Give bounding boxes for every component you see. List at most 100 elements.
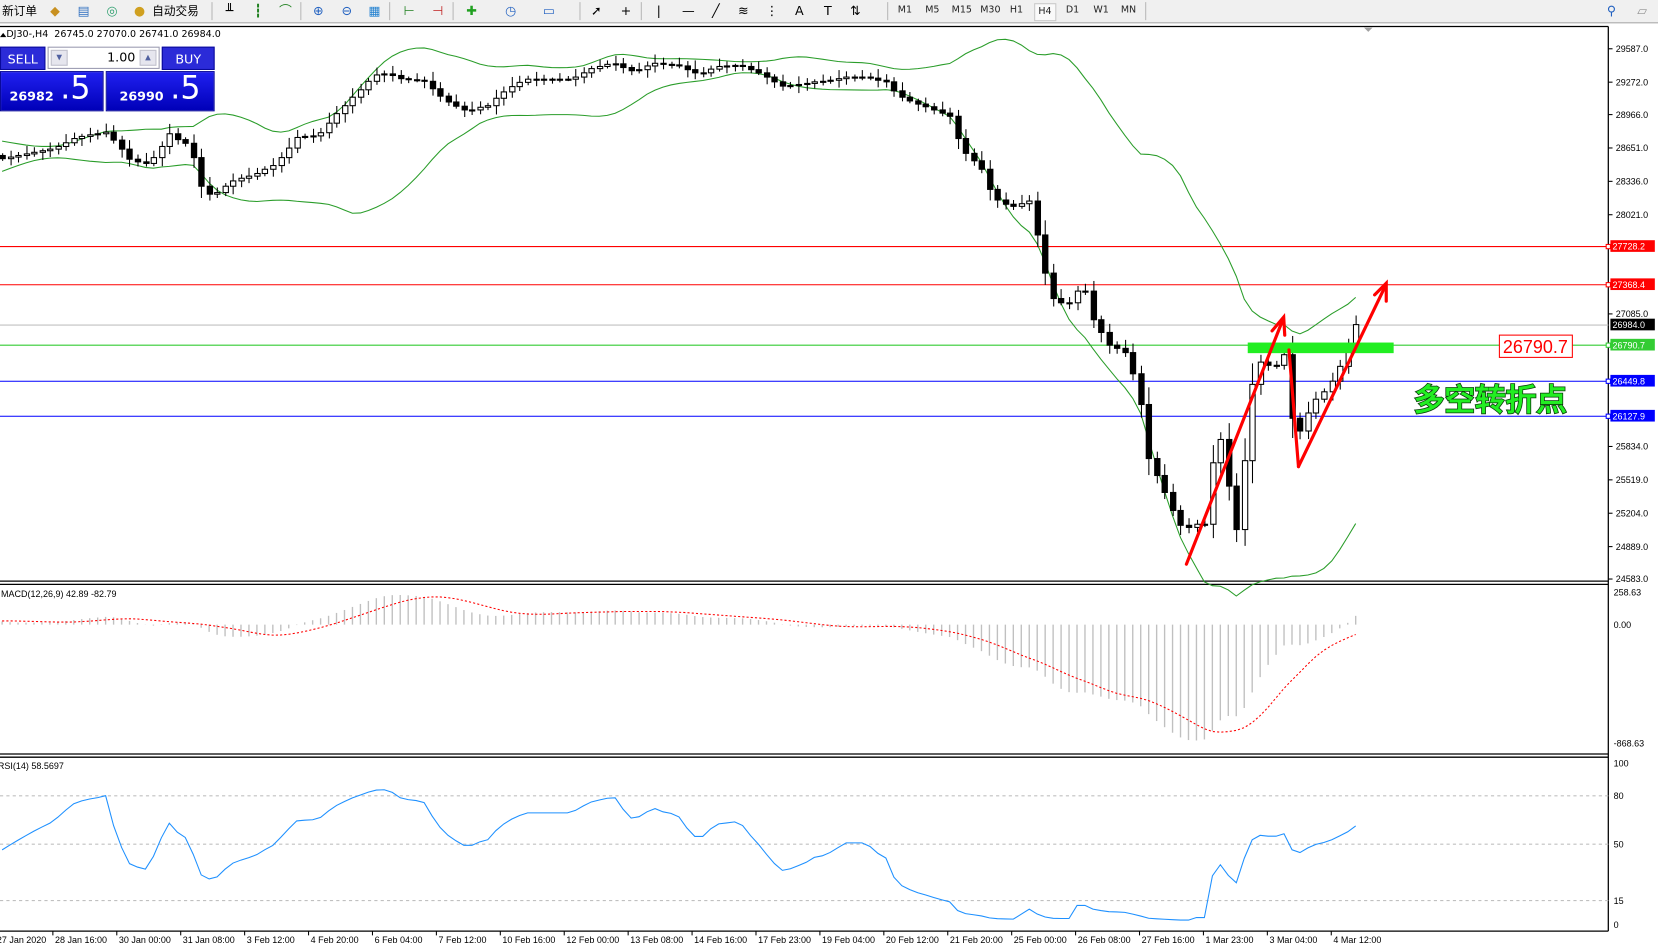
candle[interactable] — [1305, 412, 1312, 432]
candle[interactable] — [874, 77, 882, 81]
candle[interactable] — [1042, 234, 1049, 274]
candle[interactable] — [978, 160, 985, 170]
candle[interactable] — [955, 115, 962, 140]
candle[interactable] — [437, 88, 444, 97]
candle[interactable] — [245, 175, 253, 179]
candle[interactable] — [1034, 200, 1042, 236]
candle[interactable] — [1026, 200, 1033, 205]
timeframe-w1[interactable]: W1 — [1093, 5, 1109, 16]
candle[interactable] — [1185, 524, 1193, 528]
candle[interactable] — [692, 69, 699, 74]
candle[interactable] — [1170, 491, 1177, 512]
candle[interactable] — [843, 76, 850, 80]
candle[interactable] — [118, 139, 126, 150]
candle[interactable] — [381, 73, 388, 76]
candle[interactable] — [134, 158, 142, 163]
candle[interactable] — [596, 65, 604, 70]
cursor-icon[interactable]: ➚ — [591, 3, 602, 19]
market-watch-icon[interactable]: ◆ — [50, 3, 60, 19]
candle[interactable] — [429, 80, 437, 90]
auto-trading-button[interactable]: 自动交易 — [152, 4, 199, 19]
templates-icon[interactable]: ▭ — [542, 3, 555, 19]
candle[interactable] — [1145, 403, 1153, 460]
candle[interactable] — [294, 136, 301, 149]
candle[interactable] — [413, 79, 421, 82]
candle[interactable] — [342, 105, 349, 115]
lot-decrease-button[interactable]: ▼ — [50, 49, 68, 66]
pivot-zone-bar[interactable] — [1247, 342, 1394, 354]
candle[interactable] — [94, 133, 101, 136]
tile-windows-icon[interactable]: ▦ — [368, 3, 381, 19]
chart-shift-marker-icon[interactable] — [1364, 27, 1373, 32]
candle[interactable] — [190, 142, 198, 159]
candle[interactable] — [270, 165, 277, 170]
candle[interactable] — [827, 79, 834, 82]
level-handle[interactable] — [1605, 413, 1611, 419]
candle[interactable] — [811, 81, 818, 84]
vertical-line-icon[interactable]: | — [656, 3, 661, 19]
candle[interactable] — [389, 73, 396, 77]
candle[interactable] — [684, 65, 692, 71]
candle[interactable] — [39, 150, 46, 153]
candle[interactable] — [804, 82, 811, 86]
level-handle[interactable] — [1605, 378, 1611, 384]
candle[interactable] — [867, 76, 874, 79]
candle[interactable] — [906, 96, 914, 102]
candle[interactable] — [71, 138, 78, 144]
zoom-in-icon[interactable]: ⊕ — [312, 3, 324, 19]
collapse-icon[interactable] — [0, 32, 7, 38]
candle[interactable] — [159, 145, 166, 159]
candle[interactable] — [238, 177, 245, 182]
candle[interactable] — [987, 168, 994, 190]
trend-arrow-up-1[interactable] — [1184, 318, 1285, 566]
candle[interactable] — [1113, 344, 1121, 349]
candle[interactable] — [254, 172, 261, 177]
candle[interactable] — [484, 105, 492, 108]
lot-increase-button[interactable]: ▲ — [139, 49, 157, 66]
arrows-icon[interactable]: ⇅ — [850, 3, 861, 19]
candle[interactable] — [565, 78, 572, 81]
candle[interactable] — [581, 72, 588, 78]
candle[interactable] — [1312, 398, 1320, 414]
candle[interactable] — [748, 65, 755, 71]
candle[interactable] — [317, 132, 325, 137]
candle[interactable] — [445, 95, 453, 103]
candle[interactable] — [971, 152, 978, 162]
candle[interactable] — [723, 65, 731, 68]
fibonacci-fan-icon[interactable]: ⋮ — [765, 3, 779, 19]
candle[interactable] — [373, 74, 381, 82]
candle[interactable] — [1122, 347, 1129, 354]
candle[interactable] — [851, 76, 859, 79]
candle[interactable] — [859, 76, 866, 79]
candle[interactable] — [1321, 391, 1328, 400]
candle[interactable] — [1082, 290, 1089, 293]
candle[interactable] — [533, 78, 540, 81]
candle[interactable] — [261, 168, 269, 175]
candle[interactable] — [357, 89, 365, 98]
level-handle[interactable] — [1605, 342, 1611, 348]
candle[interactable] — [110, 131, 117, 141]
candle[interactable] — [716, 65, 723, 70]
candle[interactable] — [787, 85, 794, 88]
candle[interactable] — [310, 135, 317, 138]
auto-trading-icon[interactable]: ● — [134, 3, 146, 19]
candle[interactable] — [651, 62, 659, 67]
candle[interactable] — [604, 63, 611, 68]
candle[interactable] — [31, 151, 38, 155]
candle[interactable] — [87, 134, 94, 137]
timeframe-d1[interactable]: D1 — [1065, 5, 1080, 16]
candle[interactable] — [1249, 383, 1256, 462]
candle[interactable] — [405, 78, 412, 81]
candle[interactable] — [500, 91, 508, 99]
candle[interactable] — [915, 100, 922, 105]
autoscroll-icon[interactable]: ⊣ — [432, 3, 444, 19]
candle[interactable] — [1217, 438, 1224, 464]
buy-price-button[interactable]: 26990 .5 — [105, 70, 215, 112]
annotation-text[interactable]: 多空转折点 — [1413, 383, 1568, 420]
candle[interactable] — [890, 81, 898, 92]
candle[interactable] — [174, 133, 182, 141]
zoom-out-icon[interactable]: ⊖ — [341, 3, 353, 19]
candle[interactable] — [588, 68, 595, 74]
candle[interactable] — [1154, 458, 1161, 477]
candle[interactable] — [1281, 354, 1288, 366]
